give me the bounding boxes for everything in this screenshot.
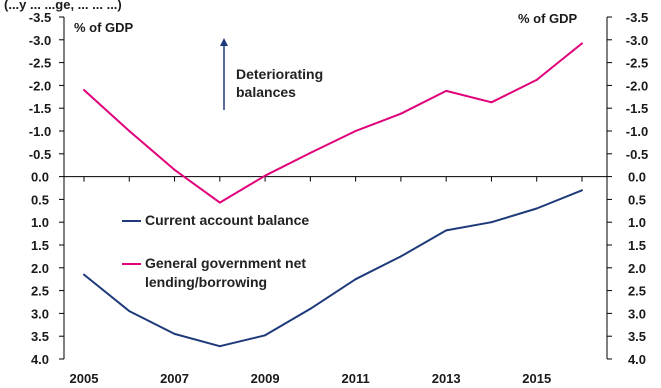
y-tick-label-left: 0.0 (31, 170, 49, 185)
y-tick-label-right: 1.0 (628, 215, 646, 230)
current-account-point (264, 334, 267, 337)
government-lending-line (83, 42, 583, 204)
y-tick-label-right: -1.0 (626, 124, 648, 139)
y-tick-label-right: -2.5 (626, 56, 648, 71)
current-account-point (173, 332, 176, 335)
government-lending-point (490, 101, 493, 104)
right-unit-label: % of GDP (518, 11, 578, 26)
legend-label-government-line-2: lending/borrowing (145, 274, 267, 290)
chart-header-fragment: (...y ... ...ge, ... ... ...) (4, 0, 122, 12)
current-account-point (445, 229, 448, 232)
government-lending-point (128, 130, 131, 132)
y-tick-label-left: 2.5 (31, 284, 49, 299)
y-tick-label-right: 2.0 (628, 261, 646, 276)
government-lending-point (173, 168, 176, 171)
government-lending-point (264, 174, 267, 177)
y-tick-label-left: 4.0 (31, 352, 49, 367)
legend: Current account balance General governme… (122, 212, 309, 290)
x-tick-label: 2009 (251, 371, 280, 386)
x-ticks-group: 2005 2007 2009 2011 2013 2015 (70, 176, 583, 386)
y-tick-label-left: 2.0 (31, 261, 49, 276)
legend-label-current-account: Current account balance (145, 212, 309, 228)
y-tick-label-left: 3.5 (31, 329, 49, 344)
government-lending-point (218, 201, 221, 204)
x-tick-label: 2011 (342, 371, 370, 386)
government-lending-point (83, 88, 85, 91)
y-tick-label-left: -3.0 (29, 33, 51, 48)
y-tick-label-left: 1.0 (31, 215, 49, 230)
y-tick-label-right: -0.5 (626, 147, 648, 162)
y-tick-label-left: 0.5 (31, 192, 49, 207)
series-group (83, 42, 583, 348)
annotation-group: Deteriorating balances (220, 38, 323, 110)
y-tick-label-left: 1.5 (31, 238, 49, 253)
x-tick-label: 2007 (160, 371, 189, 386)
current-account-line (83, 189, 583, 348)
y-tick-label-left: 3.0 (31, 306, 49, 321)
y-tick-label-right: -3.0 (626, 33, 648, 48)
annotation-line-1: Deteriorating (236, 66, 323, 82)
current-account-point (83, 273, 85, 276)
current-account-point (218, 345, 221, 348)
current-account-point (535, 207, 538, 210)
y-tick-label-right: -3.5 (626, 10, 648, 25)
government-lending-point (581, 42, 583, 45)
y-tick-label-right: 3.0 (628, 306, 646, 321)
current-account-point (354, 278, 357, 281)
y-tick-label-right: -2.0 (626, 78, 648, 93)
y-tick-label-left: -3.5 (29, 10, 51, 25)
y-tick-label-right: 0.0 (628, 170, 646, 185)
y-tick-label-left: -2.0 (29, 78, 51, 93)
y-tick-label-left: -0.5 (29, 147, 51, 162)
legend-label-government-line-1: General government net (145, 255, 306, 271)
government-lending-point (309, 151, 312, 154)
government-lending-point (354, 130, 357, 132)
government-lending-point (399, 112, 402, 115)
x-tick-label: 2005 (70, 371, 99, 386)
annotation-arrow-head (220, 38, 228, 46)
current-account-point (581, 189, 583, 192)
y-ticks-group: -3.5 -3.5 -3.0 -3.0 -2.5 -2.5 -2.0 -2.0 -1.5 -1.5… (29, 10, 648, 367)
y-tick-label-left: -1.0 (29, 124, 51, 139)
y-tick-label-left: -2.5 (29, 56, 51, 71)
government-lending-point (445, 89, 448, 92)
x-tick-label: 2013 (432, 371, 461, 386)
government-lending-point (535, 78, 538, 81)
left-unit-label: % of GDP (74, 20, 134, 35)
current-account-point (128, 310, 131, 313)
y-tick-label-right: 0.5 (628, 192, 646, 207)
y-tick-label-right: -1.5 (626, 101, 648, 116)
current-account-point (309, 307, 312, 310)
y-tick-label-right: 4.0 (628, 352, 646, 367)
annotation-line-2: balances (236, 84, 296, 100)
current-account-point (490, 221, 493, 224)
x-tick-label: 2015 (522, 371, 551, 386)
y-tick-label-right: 2.5 (628, 284, 646, 299)
y-tick-label-right: 1.5 (628, 238, 646, 253)
current-account-point (399, 255, 402, 258)
y-tick-label-right: 3.5 (628, 329, 646, 344)
y-tick-label-left: -1.5 (29, 101, 51, 116)
